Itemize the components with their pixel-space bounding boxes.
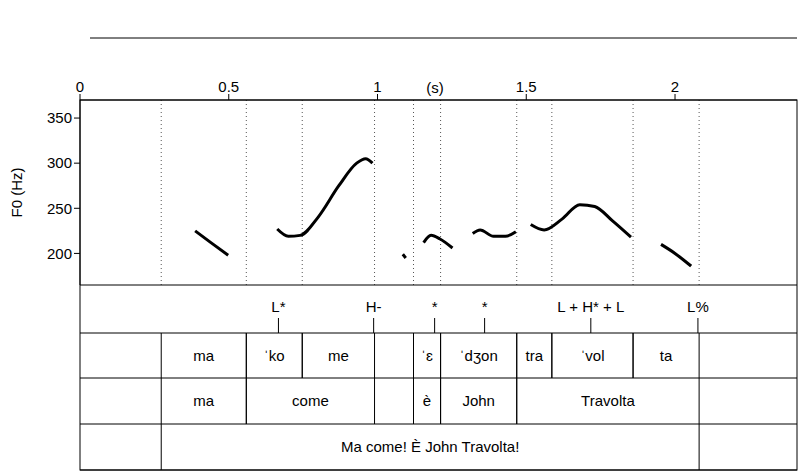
svg-text:L + H* + L: L + H* + L — [557, 298, 624, 315]
svg-text:1.5: 1.5 — [516, 78, 537, 95]
svg-text:ma: ma — [193, 392, 214, 409]
svg-text:L%: L% — [687, 298, 709, 315]
svg-text:tra: tra — [526, 347, 544, 364]
svg-text:200: 200 — [47, 245, 72, 262]
svg-text:0: 0 — [76, 78, 84, 95]
svg-text:350: 350 — [47, 109, 72, 126]
svg-text:John: John — [462, 392, 495, 409]
svg-text:ˈvol: ˈvol — [580, 347, 604, 364]
svg-text:H-: H- — [366, 298, 382, 315]
svg-text:ˈdʒon: ˈdʒon — [460, 347, 498, 364]
svg-text:ma: ma — [193, 347, 214, 364]
svg-text:me: me — [328, 347, 349, 364]
svg-text:ˈɛ: ˈɛ — [421, 347, 433, 364]
svg-text:F0 (Hz): F0 (Hz) — [8, 168, 25, 218]
svg-text:*: * — [482, 298, 488, 315]
svg-text:250: 250 — [47, 200, 72, 217]
svg-text:ˈko: ˈko — [264, 347, 285, 364]
svg-text:è: è — [423, 392, 431, 409]
svg-text:1: 1 — [373, 78, 381, 95]
svg-text:300: 300 — [47, 154, 72, 171]
svg-text:(s): (s) — [426, 79, 444, 96]
svg-text:Ma come! È John Travolta!: Ma come! È John Travolta! — [341, 438, 519, 455]
svg-text:come: come — [292, 392, 329, 409]
svg-text:0.5: 0.5 — [218, 78, 239, 95]
svg-text:*: * — [432, 298, 438, 315]
svg-text:Travolta: Travolta — [581, 392, 635, 409]
svg-text:L*: L* — [271, 298, 285, 315]
svg-text:ta: ta — [660, 347, 673, 364]
svg-text:2: 2 — [671, 78, 679, 95]
